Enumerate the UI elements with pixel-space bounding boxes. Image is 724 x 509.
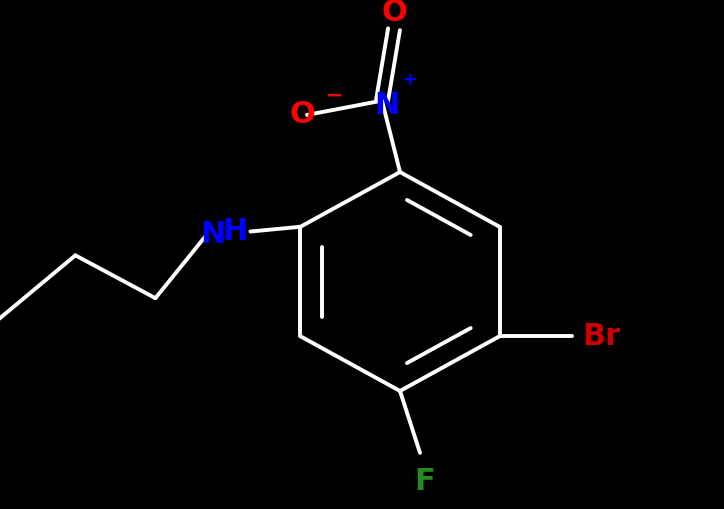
Text: N: N xyxy=(201,220,226,249)
Text: +: + xyxy=(403,71,418,89)
Text: F: F xyxy=(415,467,435,496)
Text: N: N xyxy=(374,91,400,120)
Text: H: H xyxy=(223,217,248,246)
Text: Br: Br xyxy=(583,322,620,351)
Text: O: O xyxy=(381,0,407,26)
Text: O: O xyxy=(289,100,315,129)
Text: −: − xyxy=(327,86,344,106)
